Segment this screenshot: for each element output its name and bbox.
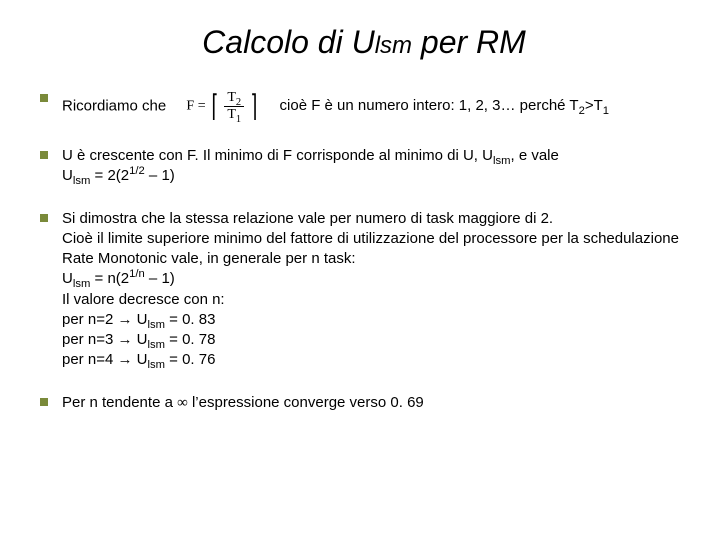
b3-r0-eq: = 0. 83: [165, 311, 215, 328]
b3-r0-u: U: [132, 311, 147, 328]
arrow-icon: →: [117, 331, 132, 348]
b3-l3-sub: lsm: [73, 278, 91, 290]
b2-line1: U è crescente con F. Il minimo di F corr…: [62, 146, 692, 166]
b2-l2-c: – 1): [145, 167, 175, 184]
b3-r1-u: U: [132, 331, 147, 348]
formula-lhs: F: [186, 99, 194, 114]
b3-l1: Si dimostra che la stessa relazione vale…: [62, 209, 692, 229]
bullet-3: Si dimostra che la stessa relazione vale…: [36, 209, 692, 371]
b4-b: l’espressione converge verso 0. 69: [188, 394, 424, 411]
bullet-1: Ricordiamo che F = ⌈ T2 T1 ⌉ cioè F è un…: [36, 89, 692, 124]
formula-num-sub: 2: [236, 97, 241, 108]
b3-r2-sub: lsm: [147, 359, 165, 371]
title-subscript: lsm: [375, 32, 412, 59]
b3-l3-b: = n(2: [90, 270, 129, 287]
formula-den-sub: 1: [236, 114, 241, 125]
slide-title: Calcolo di Ulsm per RM: [36, 24, 692, 61]
b1-after-p2: >T: [585, 97, 603, 114]
formula-fraction: T2 T1: [224, 91, 244, 122]
b3-r2-u: U: [132, 351, 147, 368]
b3-l2: Cioè il limite superiore minimo del fatt…: [62, 229, 692, 270]
title-suffix: per RM: [412, 24, 526, 60]
formula-num-t: T: [227, 90, 236, 105]
b1-after-sub2: 1: [603, 105, 609, 117]
slide: Calcolo di Ulsm per RM Ricordiamo che F …: [0, 0, 720, 540]
formula-den: T1: [224, 107, 244, 122]
b4-a: Per n tendente a: [62, 394, 177, 411]
b3-l3-c: – 1): [145, 270, 175, 287]
b2-l1-sub: lsm: [493, 155, 511, 167]
b3-r1-eq: = 0. 78: [165, 331, 215, 348]
b2-l2-b: = 2(2: [90, 167, 129, 184]
b3-r0-n: per n=2: [62, 311, 117, 328]
formula-den-t: T: [227, 107, 236, 122]
formula-num: T2: [224, 91, 244, 107]
ceil-right-icon: ⌉: [250, 92, 257, 122]
arrow-icon: →: [117, 351, 132, 368]
formula-F: F = ⌈ T2 T1 ⌉: [180, 89, 265, 124]
bullet-1-after: cioè F è un numero intero: 1, 2, 3… perc…: [280, 97, 610, 114]
b3-r0-sub: lsm: [147, 319, 165, 331]
infinity-icon: ∞: [177, 395, 188, 411]
bullet-1-before: Ricordiamo che: [62, 97, 166, 114]
b3-l4: Il valore decresce con n:: [62, 290, 692, 310]
formula-equals: =: [198, 99, 206, 114]
b3-r2-eq: = 0. 76: [165, 351, 215, 368]
b3-row-2: per n=4 → Ulsm = 0. 76: [62, 350, 692, 370]
b2-line2: Ulsm = 2(21/2 – 1): [62, 166, 692, 186]
b1-after-p1: cioè F è un numero intero: 1, 2, 3… perc…: [280, 97, 579, 114]
bullet-list: Ricordiamo che F = ⌈ T2 T1 ⌉ cioè F è un…: [36, 89, 692, 413]
b3-r1-sub: lsm: [147, 339, 165, 351]
b3-r1-n: per n=3: [62, 331, 117, 348]
b3-l3: Ulsm = n(21/n – 1): [62, 269, 692, 289]
title-prefix: Calcolo di U: [202, 24, 375, 60]
b2-l2-sup: 1/2: [129, 165, 145, 177]
bullet-2: U è crescente con F. Il minimo di F corr…: [36, 146, 692, 187]
b3-row-1: per n=3 → Ulsm = 0. 78: [62, 330, 692, 350]
b3-l3-a: U: [62, 270, 73, 287]
b2-l1-b: , e vale: [510, 147, 558, 164]
b2-l2-sub: lsm: [73, 175, 91, 187]
ceil-left-icon: ⌈: [211, 92, 218, 122]
bullet-4: Per n tendente a ∞ l’espressione converg…: [36, 393, 692, 413]
b2-l1-a: U è crescente con F. Il minimo di F corr…: [62, 147, 493, 164]
b3-l3-sup: 1/n: [129, 268, 145, 280]
arrow-icon: →: [117, 311, 132, 328]
b3-row-0: per n=2 → Ulsm = 0. 83: [62, 310, 692, 330]
b2-l2-a: U: [62, 167, 73, 184]
b3-r2-n: per n=4: [62, 351, 117, 368]
